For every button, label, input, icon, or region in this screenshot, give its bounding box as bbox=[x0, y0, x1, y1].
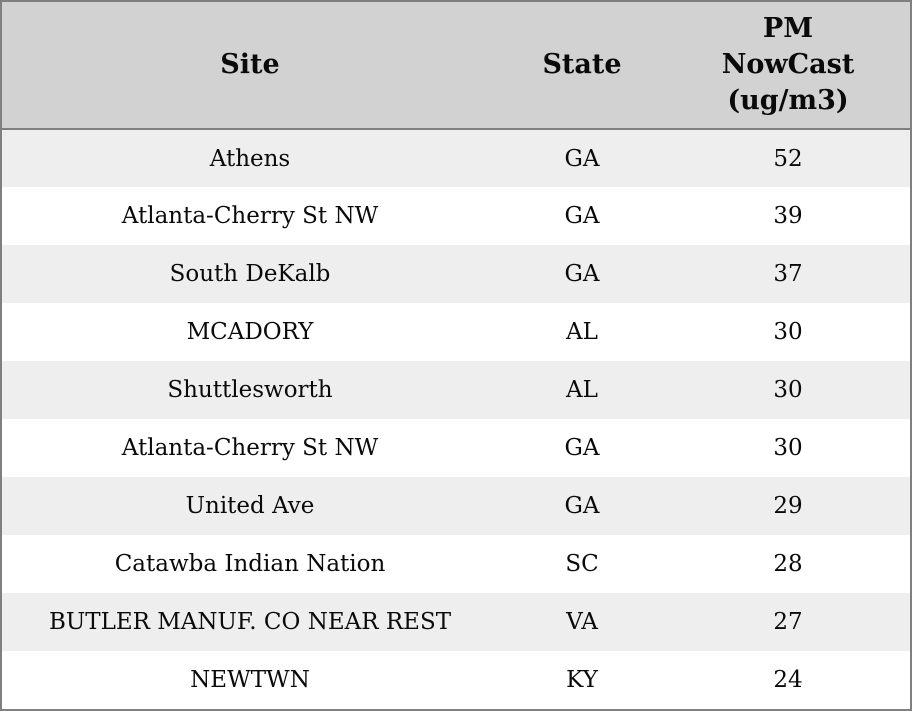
table-row: Shuttlesworth AL 30 bbox=[2, 361, 910, 419]
site-cell: NEWTWN bbox=[190, 667, 310, 693]
value-cell: 39 bbox=[773, 203, 803, 229]
table-row: NEWTWN KY 24 bbox=[2, 651, 910, 709]
table-row: United Ave GA 29 bbox=[2, 477, 910, 535]
state-cell: GA bbox=[564, 493, 600, 519]
site-cell: South DeKalb bbox=[169, 261, 331, 287]
state-cell: AL bbox=[566, 319, 598, 345]
header-site-label: Site bbox=[220, 49, 280, 81]
header-row: Site State PM NowCast (ug/m3) bbox=[2, 2, 910, 130]
value-cell: 30 bbox=[773, 435, 803, 461]
value-cell: 37 bbox=[773, 261, 803, 287]
header-pm-nowcast-label: PM NowCast (ug/m3) bbox=[721, 13, 855, 116]
table-row: South DeKalb GA 37 bbox=[2, 245, 910, 303]
value-cell: 52 bbox=[773, 145, 803, 172]
state-cell: GA bbox=[564, 145, 600, 172]
site-cell: BUTLER MANUF. CO NEAR REST bbox=[48, 609, 452, 635]
header-site: Site bbox=[2, 2, 498, 130]
table-row: BUTLER MANUF. CO NEAR REST VA 27 bbox=[2, 593, 910, 651]
table-row: MCADORY AL 30 bbox=[2, 303, 910, 361]
header-state: State bbox=[498, 2, 666, 130]
state-cell: SC bbox=[565, 551, 599, 577]
value-cell: 30 bbox=[773, 319, 803, 345]
state-cell: GA bbox=[564, 435, 600, 461]
state-cell: KY bbox=[566, 667, 598, 693]
site-cell: Catawba Indian Nation bbox=[114, 551, 386, 577]
table-row: Atlanta-Cherry St NW GA 30 bbox=[2, 419, 910, 477]
value-cell: 24 bbox=[773, 667, 803, 693]
site-cell: United Ave bbox=[185, 493, 315, 519]
site-cell: Shuttlesworth bbox=[167, 377, 333, 403]
table-row: Atlanta-Cherry St NW GA 39 bbox=[2, 187, 910, 245]
site-cell: Atlanta-Cherry St NW bbox=[121, 203, 379, 229]
state-cell: VA bbox=[566, 609, 598, 635]
table-row: Catawba Indian Nation SC 28 bbox=[2, 535, 910, 593]
table-row: Athens GA 52 bbox=[2, 129, 910, 187]
site-cell: MCADORY bbox=[186, 319, 314, 345]
state-cell: GA bbox=[564, 261, 600, 287]
value-cell: 27 bbox=[773, 609, 803, 635]
state-cell: AL bbox=[566, 377, 598, 403]
value-cell: 29 bbox=[773, 493, 803, 519]
site-cell: Athens bbox=[209, 145, 291, 172]
table-body: Athens GA 52 Atlanta-Cherry St NW GA 39 … bbox=[2, 129, 910, 709]
value-cell: 28 bbox=[773, 551, 803, 577]
value-cell: 30 bbox=[773, 377, 803, 403]
site-cell: Atlanta-Cherry St NW bbox=[121, 435, 379, 461]
header-pm-nowcast: PM NowCast (ug/m3) bbox=[666, 2, 910, 130]
table-header: Site State PM NowCast (ug/m3) bbox=[2, 2, 910, 130]
state-cell: GA bbox=[564, 203, 600, 229]
header-state-label: State bbox=[542, 49, 622, 81]
